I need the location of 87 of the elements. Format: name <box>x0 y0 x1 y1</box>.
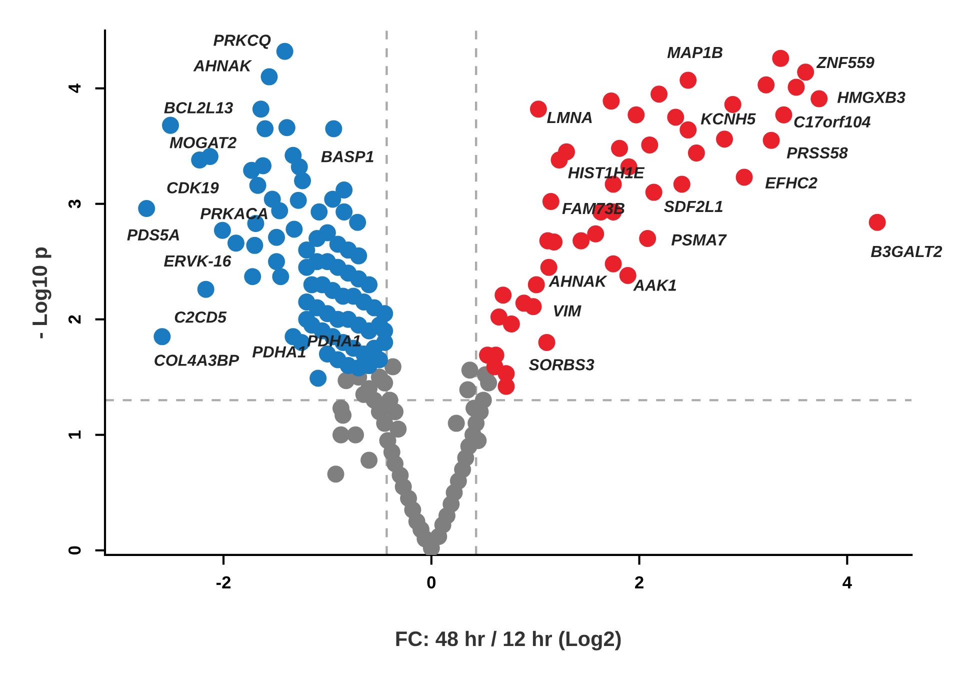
annotation: C17orf104 <box>794 116 870 128</box>
annotation: PDS5A <box>127 229 179 241</box>
point <box>641 136 658 154</box>
annotation: KCNH5 <box>700 113 756 124</box>
annotation: PDHA1 <box>252 346 306 358</box>
point <box>384 358 402 376</box>
annotation: AHNAK <box>193 60 252 72</box>
annotation: SORBS3 <box>528 359 594 370</box>
annotation: VIM <box>554 305 582 316</box>
annotation: LMNA <box>547 112 592 123</box>
annotation: HMGXB3 <box>837 92 906 104</box>
x-tick-label: 2 <box>635 576 644 588</box>
point <box>494 286 512 304</box>
annotation: AAK1 <box>633 280 676 291</box>
y-tick-label: 3 <box>68 200 81 208</box>
annotation: CDK19 <box>167 182 219 194</box>
point <box>810 90 828 108</box>
point <box>550 151 568 168</box>
y-tick-label: 1 <box>68 430 81 439</box>
annotation: PRSS58 <box>786 147 848 158</box>
point <box>490 308 508 326</box>
annotation: SDF2L1 <box>664 200 722 212</box>
point <box>688 144 705 162</box>
annotation: BASP1 <box>321 150 374 162</box>
x-axis-title: FC: 48 hr / 12 hr (Log2) <box>396 630 621 650</box>
annotation: MAP1B <box>667 47 722 58</box>
point <box>736 168 753 186</box>
annotation: COL4A3BP <box>154 354 240 366</box>
y-tick-label: 2 <box>68 315 81 324</box>
annotation: EFHC2 <box>765 177 818 189</box>
point <box>502 315 520 332</box>
point <box>650 86 668 103</box>
point <box>797 64 814 81</box>
point <box>604 255 622 272</box>
point <box>639 230 656 248</box>
point <box>673 176 690 193</box>
point <box>587 225 604 242</box>
point <box>788 78 805 96</box>
point <box>611 140 628 157</box>
point <box>542 193 560 210</box>
point <box>680 121 697 138</box>
point <box>390 420 407 438</box>
point <box>758 76 775 94</box>
point <box>474 392 492 409</box>
point <box>762 132 780 149</box>
point <box>332 426 350 444</box>
annotation: B3GALT2 <box>870 246 942 258</box>
annotation: ERVK-16 <box>164 255 232 267</box>
point <box>538 334 556 351</box>
point <box>524 298 542 316</box>
point <box>680 72 697 89</box>
annotation: PSMA7 <box>671 234 727 246</box>
point <box>868 214 886 231</box>
point <box>724 96 742 114</box>
point <box>376 374 394 392</box>
annotation: PRKCQ <box>214 34 271 49</box>
point <box>772 50 790 67</box>
point <box>376 414 394 432</box>
y-axis-title: - Log10 p <box>32 247 52 338</box>
x-tick-label: 4 <box>842 576 852 588</box>
point <box>461 362 478 379</box>
annotation: PRKACA <box>200 208 268 220</box>
y-tick-label: 4 <box>68 84 81 93</box>
annotation: BCL2L13 <box>164 102 233 114</box>
point <box>347 426 364 444</box>
point <box>572 232 590 250</box>
annotation: ZNF559 <box>816 56 874 68</box>
point <box>386 403 404 420</box>
x-tick-label: 0 <box>427 576 436 589</box>
point <box>667 108 684 126</box>
point <box>716 130 734 148</box>
point <box>540 258 558 276</box>
annotation: AHNAK <box>548 276 608 287</box>
y-tick-label: 0 <box>68 546 81 554</box>
point <box>528 276 545 294</box>
x-tick-label: -2 <box>216 576 231 588</box>
point <box>448 414 465 432</box>
point <box>628 106 645 124</box>
annotation: MOGAT2 <box>170 136 236 148</box>
point <box>327 466 344 483</box>
point <box>530 100 547 118</box>
point <box>459 381 476 398</box>
point <box>775 106 792 124</box>
point <box>602 92 620 110</box>
annotation: C2CD5 <box>174 311 227 323</box>
point <box>360 452 378 469</box>
point <box>645 184 662 201</box>
